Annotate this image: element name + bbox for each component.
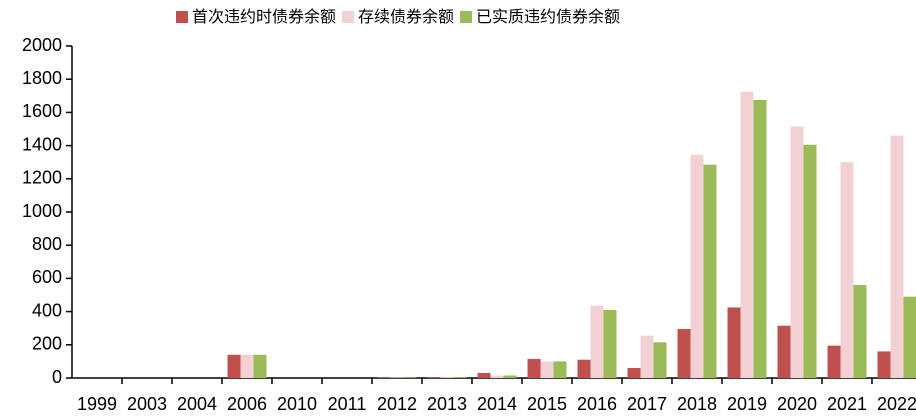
- x-tick-label: 2003: [127, 394, 167, 414]
- bar: [790, 126, 804, 378]
- bar: [690, 154, 704, 378]
- bar: [603, 309, 617, 378]
- bar: [477, 373, 491, 378]
- x-tick-label: 2006: [227, 394, 267, 414]
- legend-label: 已实质违约债券余额: [476, 7, 620, 26]
- bar: [677, 329, 691, 378]
- x-tick-label: 2010: [277, 394, 317, 414]
- x-tick-label: 2021: [827, 394, 867, 414]
- legend-label: 首次违约时债券余额: [192, 7, 336, 26]
- y-tick-label: 800: [32, 234, 62, 254]
- bar: [840, 162, 854, 378]
- bar: [440, 377, 454, 378]
- x-tick-label: 2018: [677, 394, 717, 414]
- bar: [227, 354, 241, 378]
- bar: [240, 354, 254, 378]
- bar: [703, 164, 717, 378]
- bar: [590, 305, 604, 378]
- bar: [903, 296, 916, 378]
- legend-swatch: [460, 11, 473, 23]
- x-tick-label: 2013: [427, 394, 467, 414]
- y-tick-label: 0: [52, 367, 62, 387]
- bar: [653, 342, 667, 378]
- legend-swatch: [342, 11, 355, 23]
- bar: [753, 99, 767, 378]
- legend-label: 存续债券余额: [358, 7, 454, 26]
- bar: [253, 354, 267, 378]
- y-tick-label: 2000: [22, 35, 62, 55]
- bar: [427, 377, 441, 378]
- bar: [877, 351, 891, 378]
- bar: [627, 368, 641, 378]
- y-tick-label: 200: [32, 334, 62, 354]
- x-tick-label: 2011: [328, 394, 367, 414]
- bar: [640, 335, 654, 378]
- bar: [740, 91, 754, 379]
- x-tick-label: 2014: [477, 394, 517, 414]
- x-tick-label: 2019: [727, 394, 767, 414]
- y-tick-label: 1400: [22, 134, 62, 154]
- x-tick-label: 1999: [77, 394, 117, 414]
- x-tick-label: 2016: [577, 394, 617, 414]
- bar: [553, 361, 567, 378]
- bar: [577, 359, 591, 378]
- y-tick-label: 400: [32, 300, 62, 320]
- x-tick-label: 2004: [177, 394, 217, 414]
- x-tick-label: 2012: [377, 394, 417, 414]
- x-tick-label: 2017: [627, 394, 667, 414]
- legend: 首次违约时债券余额 存续债券余额 已实质违约债券余额: [176, 7, 620, 26]
- y-tick-label: 1000: [22, 201, 62, 221]
- legend-swatch: [176, 11, 188, 23]
- bar: [727, 307, 741, 378]
- y-tick-label: 1200: [22, 168, 62, 188]
- y-tick-label: 1600: [22, 101, 62, 121]
- x-tick-label: 2020: [777, 394, 817, 414]
- bar: [503, 375, 517, 378]
- bar: [890, 135, 904, 378]
- x-tick-label: 2022: [877, 394, 916, 414]
- x-tick-label: 2015: [527, 394, 567, 414]
- bar: [827, 345, 841, 378]
- bar: [803, 144, 817, 378]
- y-tick-label: 1800: [22, 68, 62, 88]
- bar: [453, 377, 467, 378]
- y-tick-label: 600: [32, 267, 62, 287]
- bar: [540, 361, 554, 378]
- bar: [527, 358, 541, 378]
- bar: [777, 325, 791, 378]
- bar: [490, 375, 504, 378]
- bar: [853, 285, 867, 378]
